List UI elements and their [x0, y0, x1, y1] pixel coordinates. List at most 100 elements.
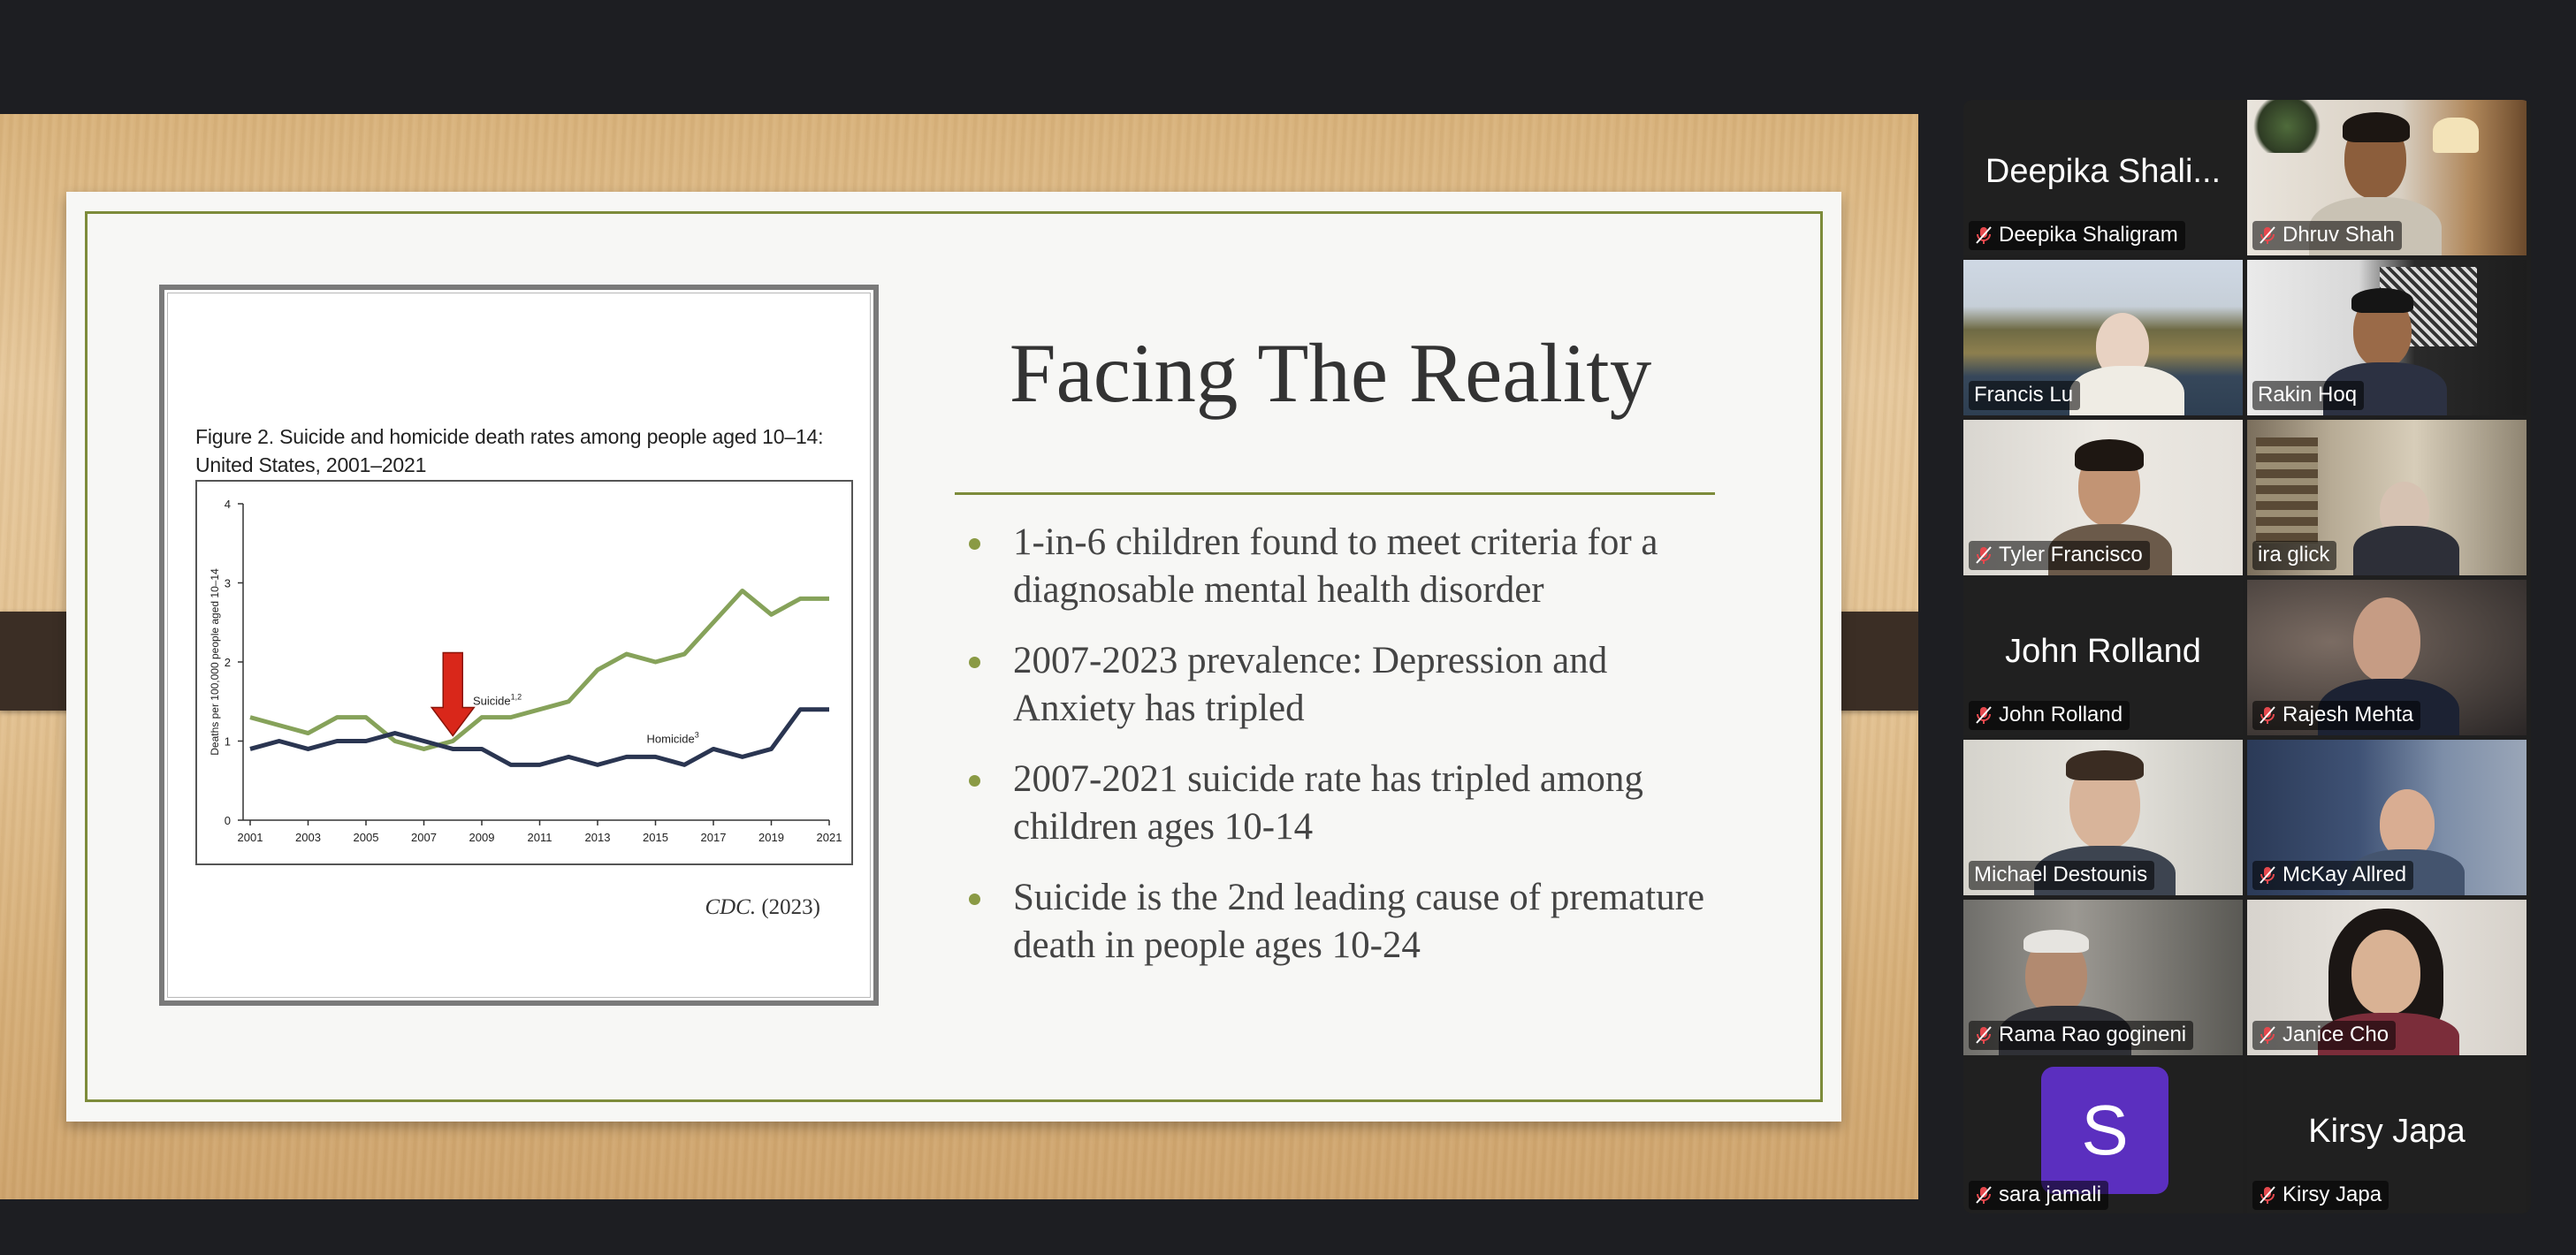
bullet-text: Suicide is the 2nd leading cause of prem…	[1013, 877, 1705, 966]
series-line-suicide	[249, 588, 829, 751]
participant-name-tag: John Rolland	[1969, 701, 2130, 730]
participant-tile-rakin-hoq[interactable]: Rakin Hoq	[2247, 260, 2526, 415]
y-tick-label: 2	[225, 656, 231, 669]
participant-name: sara jamali	[1999, 1183, 2102, 1206]
figure-source: CDC. (2023)	[705, 895, 820, 920]
mic-muted-icon	[2260, 1026, 2275, 1044]
participant-tile-michael-destounis[interactable]: Michael Destounis	[1963, 740, 2243, 895]
x-tick-label: 2015	[643, 831, 668, 844]
series-label-superscript: 1,2	[511, 693, 522, 702]
participant-name: ira glick	[2258, 543, 2330, 567]
participant-name-tag: Rakin Hoq	[2252, 381, 2365, 410]
mic-muted-icon	[1976, 546, 1992, 564]
participant-name: Deepika Shaligram	[1999, 223, 2178, 247]
mic-muted-icon	[2260, 706, 2275, 724]
y-axis-label: Deaths per 100,000 people aged 10–14	[209, 568, 221, 756]
participant-name: McKay Allred	[2283, 863, 2407, 886]
mic-muted-icon	[1976, 226, 1992, 244]
series-label-suicide: Suicide1,2	[473, 693, 522, 708]
red-arrow-annotation	[430, 651, 476, 737]
mic-muted-icon	[1976, 706, 1992, 724]
participant-display-name: Deepika Shali...	[1985, 153, 2222, 190]
bullet-dot-icon	[969, 775, 980, 787]
participant-name: Tyler Francisco	[1999, 543, 2143, 567]
x-tick-label: 2005	[354, 831, 379, 844]
mic-muted-icon	[2260, 1186, 2275, 1204]
series-label-homicide: Homicide3	[647, 730, 699, 745]
participant-name-tag: Francis Lu	[1969, 381, 2081, 410]
figure-source-author: CDC.	[705, 895, 757, 919]
avatar: S	[2041, 1067, 2168, 1194]
participant-name: Rajesh Mehta	[2283, 703, 2414, 726]
bullet-text: 2007-2023 prevalence: Depression and Anx…	[1013, 640, 1608, 729]
participant-tile-deepika-shaligram[interactable]: Deepika Shali... Deepika Shaligram	[1963, 100, 2243, 255]
x-tick-label: 2013	[585, 831, 611, 844]
presentation-slide: Figure 2. Suicide and homicide death rat…	[66, 192, 1841, 1122]
participant-tile-francis-lu[interactable]: Francis Lu	[1963, 260, 2243, 415]
participant-tile-mckay-allred[interactable]: McKay Allred	[2247, 740, 2526, 895]
bullet-dot-icon	[969, 538, 980, 550]
figure-source-year: (2023)	[761, 895, 820, 919]
participant-display-name: Kirsy Japa	[2308, 1113, 2465, 1150]
bullet-item: 2007-2021 suicide rate has tripled among…	[955, 756, 1733, 851]
participant-name: John Rolland	[1999, 703, 2123, 726]
participant-tile-dhruv-shah[interactable]: Dhruv Shah	[2247, 100, 2526, 255]
slide-title: Facing The Reality	[1009, 326, 1652, 420]
x-tick-label: 2017	[701, 831, 727, 844]
participant-name-tag: Dhruv Shah	[2252, 221, 2402, 250]
participant-tile-ira-glick[interactable]: ira glick	[2247, 420, 2526, 575]
participant-name: Janice Cho	[2283, 1023, 2389, 1046]
y-tick-label: 1	[225, 735, 231, 749]
title-divider	[955, 492, 1715, 495]
participant-name: Michael Destounis	[1974, 863, 2148, 886]
participant-tile-sara-jamali[interactable]: S sara jamali	[1963, 1060, 2243, 1213]
participant-name-tag: Michael Destounis	[1969, 861, 2155, 890]
participant-name-tag: Rajesh Mehta	[2252, 701, 2421, 730]
bullet-dot-icon	[969, 894, 980, 905]
bullet-item: 1-in-6 children found to meet criteria f…	[955, 519, 1733, 614]
participant-name-tag: Rama Rao gogineni	[1969, 1021, 2194, 1050]
participant-name-tag: sara jamali	[1969, 1181, 2109, 1210]
y-tick-label: 3	[225, 577, 231, 590]
shared-screen: Figure 2. Suicide and homicide death rat…	[0, 114, 1918, 1199]
mic-muted-icon	[1976, 1026, 1992, 1044]
participant-tile-rajesh-mehta[interactable]: Rajesh Mehta	[2247, 580, 2526, 735]
participant-name: Dhruv Shah	[2283, 223, 2395, 247]
participant-name-tag: Kirsy Japa	[2252, 1181, 2389, 1210]
participant-name: Rakin Hoq	[2258, 383, 2358, 407]
x-tick-label: 2019	[758, 831, 784, 844]
x-tick-label: 2021	[817, 831, 842, 844]
slide-border	[85, 211, 1823, 1102]
x-tick-label: 2003	[295, 831, 321, 844]
participant-gallery: Deepika Shali... Deepika Shaligram Dhruv…	[1963, 100, 2531, 1213]
participant-name-tag: Janice Cho	[2252, 1021, 2397, 1050]
mic-muted-icon	[2260, 226, 2275, 244]
bullet-text: 2007-2021 suicide rate has tripled among…	[1013, 758, 1643, 848]
x-tick-label: 2007	[411, 831, 437, 844]
series-label-superscript: 3	[695, 730, 699, 739]
line-chart: 0 1 2 3 4 2001 2003 2005 2007 2009 2011 2013 2015 201…	[195, 480, 853, 865]
mic-muted-icon	[2260, 866, 2275, 884]
participant-tile-kirsy-japa[interactable]: Kirsy Japa Kirsy Japa	[2247, 1060, 2526, 1213]
participant-name-tag: Deepika Shaligram	[1969, 221, 2185, 250]
participant-name: Francis Lu	[1974, 383, 2074, 407]
video-feed	[2247, 260, 2526, 415]
participant-tile-janice-cho[interactable]: Janice Cho	[2247, 900, 2526, 1055]
participant-name-tag: Tyler Francisco	[1969, 541, 2150, 570]
participant-name: Kirsy Japa	[2283, 1183, 2382, 1206]
bullet-dot-icon	[969, 657, 980, 668]
participant-name: Rama Rao gogineni	[1999, 1023, 2187, 1046]
y-tick-label: 4	[225, 498, 231, 511]
bullet-item: 2007-2023 prevalence: Depression and Anx…	[955, 637, 1733, 733]
participant-tile-john-rolland[interactable]: John Rolland John Rolland	[1963, 580, 2243, 735]
bullet-list: 1-in-6 children found to meet criteria f…	[955, 519, 1733, 993]
figure-frame: Figure 2. Suicide and homicide death rat…	[159, 285, 879, 1006]
participant-tile-rama-rao-gogineni[interactable]: Rama Rao gogineni	[1963, 900, 2243, 1055]
y-tick-label: 0	[225, 814, 231, 827]
figure-caption: Figure 2. Suicide and homicide death rat…	[195, 425, 824, 476]
mic-muted-icon	[1976, 1186, 1992, 1204]
x-tick-label: 2011	[528, 831, 553, 844]
bullet-text: 1-in-6 children found to meet criteria f…	[1013, 521, 1658, 611]
participant-tile-tyler-francisco[interactable]: Tyler Francisco	[1963, 420, 2243, 575]
participant-name-tag: ira glick	[2252, 541, 2337, 570]
